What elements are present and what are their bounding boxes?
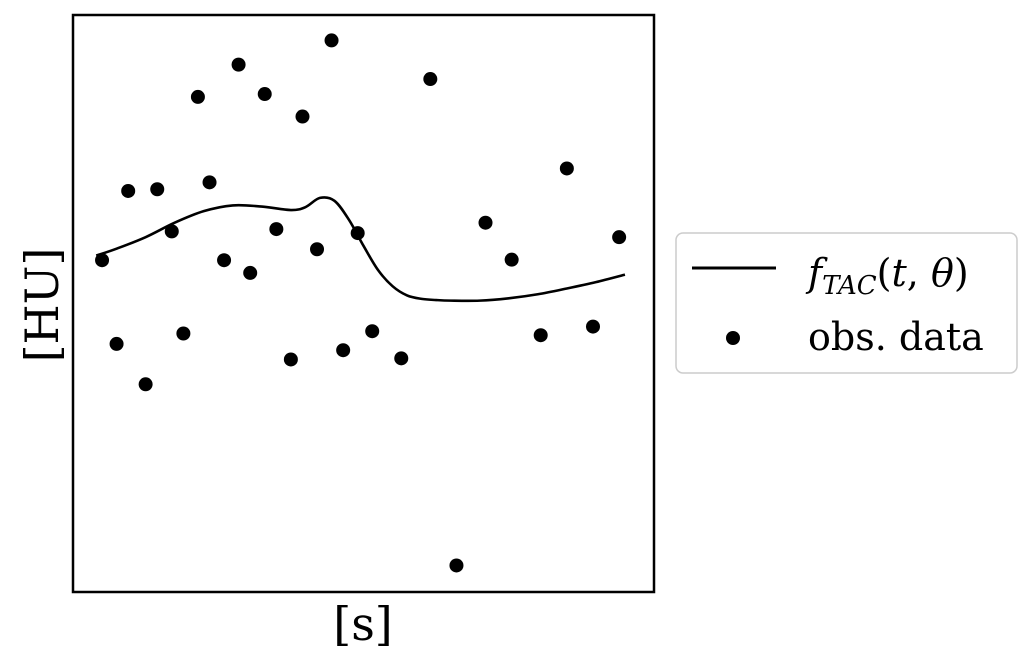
obs-data-point xyxy=(257,87,272,102)
obs-data-point xyxy=(449,558,464,573)
legend-label-obs: obs. data xyxy=(808,315,984,359)
plot-frame xyxy=(71,13,656,594)
obs-data-point xyxy=(164,224,179,239)
series-layer xyxy=(95,33,627,573)
obs-data-point xyxy=(243,265,258,280)
obs-data-point xyxy=(295,109,310,124)
legend-marker-swatch xyxy=(726,331,740,345)
plot-area xyxy=(71,13,656,594)
obs-data-point xyxy=(121,183,136,198)
obs-data-point xyxy=(95,253,110,268)
obs-data-point xyxy=(423,72,438,87)
obs-data-point xyxy=(202,175,217,190)
legend-label-fit: fTAC(t, θ) xyxy=(805,251,969,301)
obs-data-point xyxy=(231,57,246,72)
legend: fTAC(t, θ) obs. data xyxy=(675,232,1018,374)
obs-data-point xyxy=(217,253,232,268)
obs-data-point xyxy=(190,89,205,104)
obs-data-point xyxy=(283,352,298,367)
x-axis-label: [s] xyxy=(333,597,393,651)
obs-data-point xyxy=(150,182,165,197)
obs-data-point xyxy=(478,215,493,230)
obs-data-point xyxy=(559,161,574,176)
obs-data-point xyxy=(269,222,284,237)
obs-data-point xyxy=(504,252,519,267)
obs-data-point xyxy=(310,242,325,257)
obs-data-point xyxy=(324,33,339,48)
obs-data-point xyxy=(585,319,600,334)
obs-data-point xyxy=(350,226,365,241)
obs-data-point xyxy=(533,328,548,343)
obs-data-point xyxy=(109,336,124,351)
obs-data-point xyxy=(394,351,409,366)
obs-data-point xyxy=(138,377,153,392)
fit-curve-line xyxy=(95,196,626,303)
y-axis-label: [HU] xyxy=(15,248,69,363)
obs-data-point xyxy=(365,324,380,339)
obs-data-point xyxy=(176,326,191,341)
obs-data-point xyxy=(612,230,627,245)
obs-data-point xyxy=(336,343,351,358)
